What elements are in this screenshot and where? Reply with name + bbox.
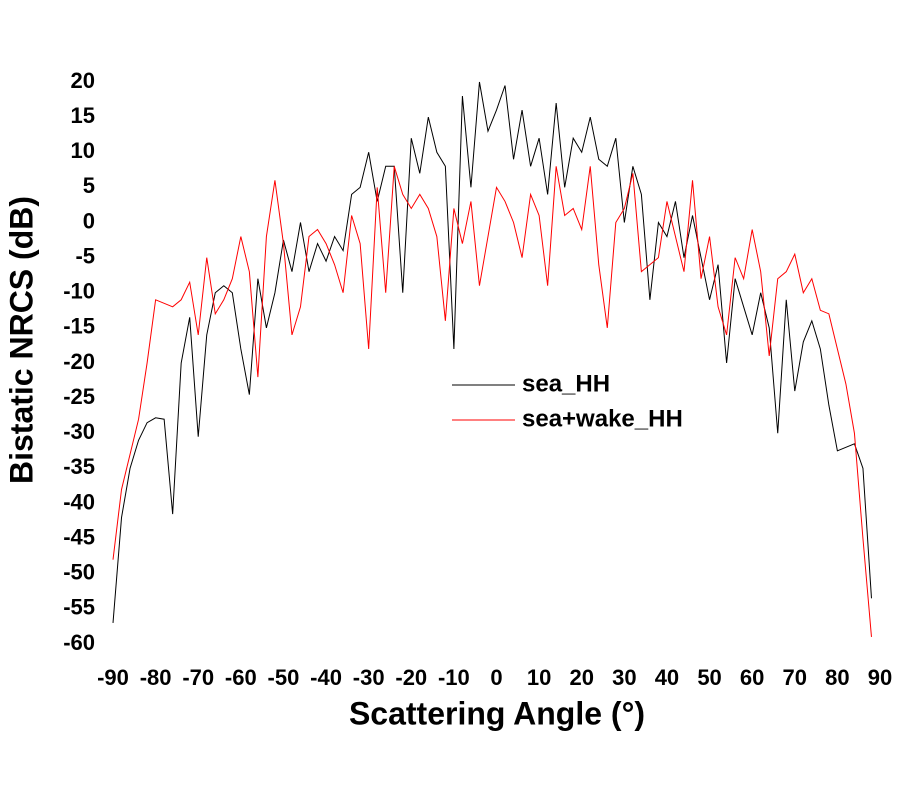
y-tick-label: -55	[63, 595, 95, 620]
x-tick-label: -10	[438, 665, 470, 690]
legend-label: sea+wake_HH	[522, 405, 683, 432]
series-line	[112, 166, 872, 638]
y-tick-label: -60	[63, 630, 95, 655]
x-tick-label: 70	[783, 665, 807, 690]
x-tick-label: -50	[268, 665, 300, 690]
x-tick-label: 90	[868, 665, 892, 690]
x-tick-label: 30	[612, 665, 636, 690]
y-tick-label: -40	[63, 489, 95, 514]
y-tick-label: -5	[75, 243, 95, 268]
y-tick-label: -10	[63, 279, 95, 304]
x-tick-label: -30	[353, 665, 385, 690]
x-tick-label: 50	[697, 665, 721, 690]
x-tick-label: -70	[182, 665, 214, 690]
x-tick-label: -90	[97, 665, 129, 690]
y-axis-title: Bistatic NRCS (dB)	[3, 196, 39, 484]
y-tick-label: -45	[63, 524, 95, 549]
y-tick-label: 20	[71, 68, 95, 93]
y-tick-label: 10	[71, 138, 95, 163]
x-tick-label: -20	[395, 665, 427, 690]
x-tick-label: 10	[527, 665, 551, 690]
x-tick-label: 40	[655, 665, 679, 690]
y-tick-label: -15	[63, 314, 95, 339]
y-tick-label: 5	[83, 173, 95, 198]
x-tick-label: -40	[310, 665, 342, 690]
x-axis-title: Scattering Angle (°)	[349, 695, 645, 731]
x-tick-label: 80	[825, 665, 849, 690]
y-tick-label: -50	[63, 560, 95, 585]
legend-label: sea_HH	[522, 370, 610, 397]
x-tick-label: -60	[225, 665, 257, 690]
x-tick-label: -80	[140, 665, 172, 690]
series-line	[112, 81, 872, 623]
y-tick-label: 15	[71, 103, 95, 128]
y-tick-label: -30	[63, 419, 95, 444]
x-tick-label: 60	[740, 665, 764, 690]
x-tick-label: 20	[569, 665, 593, 690]
y-tick-label: -35	[63, 454, 95, 479]
y-tick-label: -20	[63, 349, 95, 374]
y-tick-label: -25	[63, 384, 95, 409]
x-tick-label: 0	[490, 665, 502, 690]
y-tick-label: 0	[83, 208, 95, 233]
